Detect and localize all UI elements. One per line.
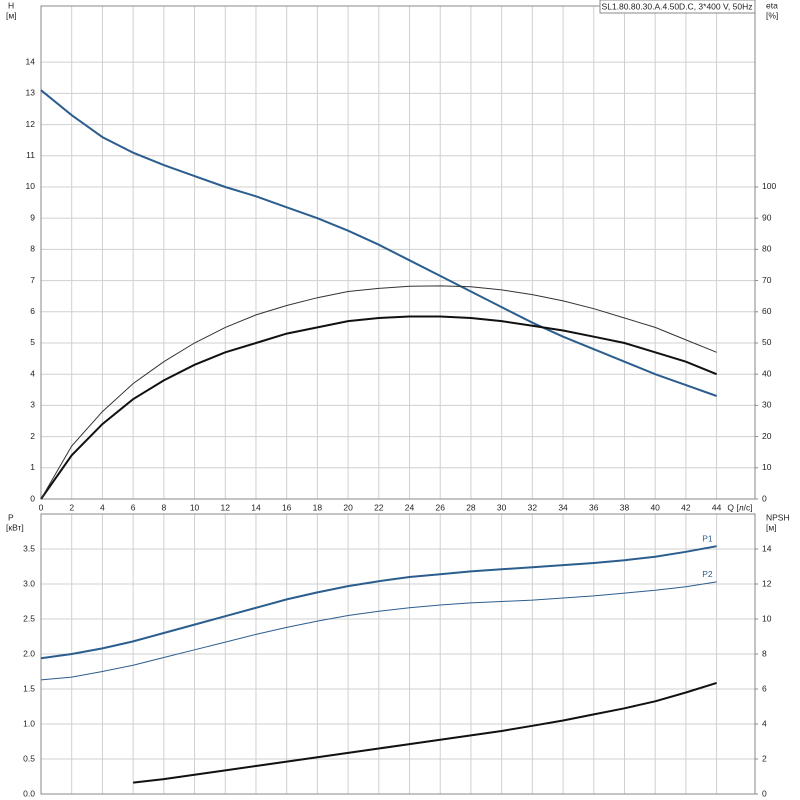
- y-tick-label: 4: [30, 368, 35, 378]
- x-tick-label: 18: [313, 502, 323, 512]
- x-tick-label: 6: [131, 502, 136, 512]
- y2-axis-label: eta: [766, 0, 778, 10]
- x-tick-label: 4: [100, 502, 105, 512]
- series-line: [40, 89, 717, 397]
- y2-tick-label: 90: [762, 212, 772, 222]
- y-tick-label: 11: [26, 150, 35, 160]
- y2-tick-label: 40: [762, 368, 772, 378]
- y-tick-label: 6: [30, 306, 35, 316]
- y-axis-unit: [кВт]: [6, 522, 24, 532]
- y-tick-label: 3.0: [23, 578, 35, 588]
- y2-tick-label: 6: [762, 683, 767, 693]
- x-tick-label: 24: [405, 502, 415, 512]
- y-tick-label: 3.5: [23, 543, 35, 553]
- y-tick-label: 8: [30, 244, 35, 254]
- x-tick-label: 36: [589, 502, 599, 512]
- y2-tick-label: 0: [762, 493, 767, 503]
- y2-axis-unit: [м]: [766, 522, 777, 532]
- y-tick-label: 2.5: [23, 613, 35, 623]
- y-tick-label: 14: [26, 56, 36, 66]
- y-tick-label: 2: [30, 431, 35, 441]
- x-tick-label: 12: [221, 502, 231, 512]
- series-label: P2: [702, 569, 713, 579]
- x-tick-label: 34: [558, 502, 568, 512]
- x-tick-label: 42: [681, 502, 691, 512]
- x-tick-label: 30: [497, 502, 507, 512]
- series-line: [132, 681, 717, 784]
- x-tick-label: 14: [251, 502, 261, 512]
- x-tick-label: 26: [435, 502, 445, 512]
- y-tick-label: 1.0: [23, 718, 35, 728]
- x-tick-label: 0: [39, 502, 44, 512]
- y2-tick-label: 30: [762, 400, 772, 410]
- y-axis-label: P: [8, 512, 14, 522]
- series-line: [40, 545, 717, 660]
- series-line: [40, 285, 717, 500]
- y-tick-label: 13: [26, 88, 36, 98]
- y2-tick-label: 50: [762, 337, 772, 347]
- x-tick-label: 32: [528, 502, 538, 512]
- y2-tick-label: 10: [762, 613, 772, 623]
- x-tick-label: 8: [161, 502, 166, 512]
- y2-tick-label: 4: [762, 718, 767, 728]
- y-tick-label: 12: [26, 119, 36, 129]
- x-tick-label: 20: [343, 502, 353, 512]
- y2-tick-label: 14: [762, 543, 772, 553]
- y-axis-label: H: [8, 0, 14, 10]
- x-tick-label: 38: [620, 502, 630, 512]
- y2-tick-label: 10: [762, 462, 772, 472]
- y-tick-label: 9: [30, 212, 35, 222]
- x-tick-label: 2: [69, 502, 74, 512]
- y-tick-label: 0.0: [23, 788, 35, 798]
- y-tick-label: 3: [30, 400, 35, 410]
- y2-axis-label: NPSH: [766, 512, 790, 522]
- y-tick-label: 0.5: [23, 753, 35, 763]
- y-tick-label: 1.5: [23, 683, 35, 693]
- x-tick-label: 44: [712, 502, 722, 512]
- series-line: [40, 315, 717, 500]
- y2-tick-label: 100: [762, 181, 776, 191]
- y-tick-label: 0: [30, 493, 35, 503]
- x-tick-label: 28: [466, 502, 476, 512]
- x-tick-label: 22: [374, 502, 384, 512]
- y2-tick-label: 60: [762, 306, 772, 316]
- y-tick-label: 2.0: [23, 648, 35, 658]
- plot-frame: [40, 5, 756, 500]
- y-tick-label: 5: [30, 337, 35, 347]
- chart-title: SL1.80.80.30.A.4.50D.C, 3*400 V, 50Hz: [602, 1, 753, 11]
- x-tick-label: 40: [650, 502, 660, 512]
- x-tick-label: 10: [190, 502, 200, 512]
- y2-tick-label: 70: [762, 275, 772, 285]
- y2-tick-label: 8: [762, 648, 767, 658]
- y-tick-label: 10: [26, 181, 36, 191]
- y-tick-label: 1: [30, 462, 35, 472]
- series-label: P1: [702, 533, 713, 543]
- series-line: [40, 581, 717, 681]
- x-axis-label: Q [л/с]: [727, 502, 752, 512]
- y2-axis-unit: [%]: [766, 10, 778, 20]
- y-axis-unit: [м]: [6, 10, 17, 20]
- y2-tick-label: 0: [762, 788, 767, 798]
- y2-tick-label: 12: [762, 578, 772, 588]
- title-box: [599, 0, 756, 14]
- plot-frame: [40, 513, 756, 795]
- y2-tick-label: 2: [762, 753, 767, 763]
- y2-tick-label: 80: [762, 244, 772, 254]
- y2-tick-label: 20: [762, 431, 772, 441]
- y-tick-label: 7: [30, 275, 35, 285]
- x-tick-label: 16: [282, 502, 292, 512]
